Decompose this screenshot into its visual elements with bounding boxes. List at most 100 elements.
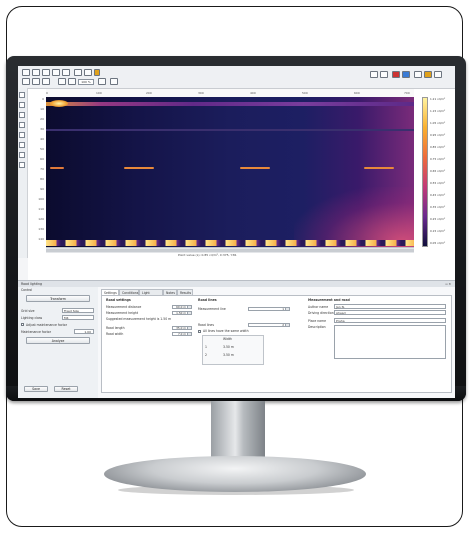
print-icon[interactable]	[42, 78, 50, 85]
info-title: Measurement and road	[308, 298, 350, 302]
colorbar-label: 1.05 cd/m²	[430, 121, 446, 125]
edit-icon[interactable]	[424, 71, 432, 78]
description-label: Description	[308, 325, 326, 329]
road-lines-count-input[interactable]: 2	[248, 322, 290, 327]
colorbar-label: 0.05 cd/m²	[430, 241, 446, 245]
y-tick: 50	[40, 147, 44, 151]
panel-title: Road lighting	[21, 282, 43, 286]
line-icon[interactable]	[19, 112, 25, 118]
scrollbar-thumb[interactable]	[46, 249, 414, 252]
measure-icon[interactable]	[19, 102, 25, 108]
x-tick: 400	[250, 91, 256, 95]
settings-panel: Settings Conditions Light sources Notes …	[98, 287, 455, 398]
tab-conditions[interactable]: Conditions	[119, 289, 139, 295]
layout-icon[interactable]	[414, 71, 422, 78]
monitor-stand-neck	[211, 401, 265, 465]
y-tick: 40	[40, 137, 44, 141]
x-tick: 700	[404, 91, 410, 95]
monitor-stand-base	[104, 456, 366, 492]
select-icon[interactable]	[19, 92, 25, 98]
open-file-icon[interactable]	[22, 78, 30, 85]
y-tick: 10	[40, 107, 44, 111]
place-name-input[interactable]: Praha	[334, 318, 446, 323]
point-icon[interactable]	[19, 132, 25, 138]
luminance-plot: 0 100 200 300 400 500 600 700 0 10 20 30…	[28, 89, 455, 280]
zoom-out-icon[interactable]	[58, 78, 66, 85]
settings-tab-body: Road settings Measurement distance 60.0 …	[101, 295, 452, 393]
grid-size-label: Grid size	[21, 309, 35, 313]
histogram-icon[interactable]	[19, 162, 25, 168]
place-name-label: Place name	[308, 319, 326, 323]
export-icon[interactable]	[402, 71, 410, 78]
maintenance-factor-label: Maintenance factor	[21, 330, 51, 334]
colorbar-label: 0.25 cd/m²	[430, 217, 446, 221]
pan-icon[interactable]	[110, 78, 118, 85]
polygon-tool-icon[interactable]	[52, 69, 60, 76]
ellipse-tool-icon[interactable]	[62, 69, 70, 76]
measurement-line-input[interactable]: 1	[248, 306, 290, 311]
colorbar-label: 0.75 cd/m²	[430, 157, 446, 161]
panel-close-icon[interactable]: ▫ ✕	[445, 282, 451, 286]
table-view-icon[interactable]	[380, 71, 388, 78]
y-tick: 70	[40, 167, 44, 171]
tab-notes[interactable]: Notes	[163, 289, 177, 295]
description-textarea[interactable]	[334, 325, 446, 359]
reset-button[interactable]: Reset	[54, 386, 78, 392]
zoom-in-icon[interactable]	[68, 78, 76, 85]
pen-icon[interactable]	[434, 71, 442, 78]
line-tool-icon[interactable]	[32, 69, 40, 76]
x-tick: 500	[302, 91, 308, 95]
driving-direction-input[interactable]: Ahead	[334, 310, 446, 315]
adjust-maintenance-label: Adjust maintenance factor	[26, 322, 67, 327]
tab-results[interactable]: Results	[177, 289, 193, 295]
palette-icon[interactable]	[392, 71, 400, 78]
lighting-class-label: Lighting class	[21, 316, 43, 320]
colorbar-label: 0.65 cd/m²	[430, 169, 446, 173]
same-width-checkbox[interactable]	[198, 329, 201, 333]
tab-settings[interactable]: Settings	[101, 289, 119, 295]
colorbar-label: 1.21 cd/m²	[430, 97, 446, 101]
maintenance-factor-input[interactable]: 1.00	[74, 329, 94, 334]
area-icon[interactable]	[19, 122, 25, 128]
measurement-height-input[interactable]: 1.50 m	[172, 310, 192, 315]
zoom-fit-icon[interactable]	[98, 78, 106, 85]
zoom-level-field[interactable]: 100 %	[78, 79, 94, 85]
road-width-input[interactable]: 7.0 m	[172, 331, 192, 336]
driving-direction-label: Driving direction	[308, 311, 334, 315]
lane-width-cell[interactable]: 3.50 m	[223, 353, 234, 357]
measurement-distance-input[interactable]: 60.0 m	[172, 304, 192, 309]
grid-tool-icon[interactable]	[74, 69, 82, 76]
main-toolbar: 100 %	[18, 66, 455, 89]
colorbar-label: 1.15 cd/m²	[430, 109, 446, 113]
grid-size-select[interactable]: Fixed Size	[62, 308, 94, 313]
pointer-tool-icon[interactable]	[22, 69, 30, 76]
grid-icon[interactable]	[19, 152, 25, 158]
lane-width-table[interactable]: Width 1 3.50 m 2 3.50 m	[202, 335, 264, 365]
text-icon[interactable]	[19, 142, 25, 148]
save-file-icon[interactable]	[32, 78, 40, 85]
luminance-heatmap[interactable]	[46, 97, 414, 247]
colorbar-label: 0.95 cd/m²	[430, 133, 446, 137]
tool-sidebar	[18, 88, 28, 258]
author-input[interactable]: Jan N.	[334, 304, 446, 309]
table-tool-icon[interactable]	[84, 69, 92, 76]
road-length-input[interactable]: 35.0 m	[172, 325, 192, 330]
y-tick: 30	[40, 127, 44, 131]
transform-button[interactable]: Transform	[26, 295, 90, 302]
lane-marking	[364, 167, 394, 169]
save-button[interactable]: Save	[24, 386, 48, 392]
road-length-label: Road length	[106, 326, 125, 330]
road-lighting-panel-header: Road lighting ▫ ✕	[18, 280, 455, 287]
plot-horizontal-scrollbar[interactable]	[46, 247, 414, 253]
highlight-tool-icon[interactable]	[94, 69, 100, 76]
x-tick: 300	[198, 91, 204, 95]
rectangle-tool-icon[interactable]	[42, 69, 50, 76]
lane-width-cell[interactable]: 3.50 m	[223, 345, 234, 349]
colorbar-label: 0.45 cd/m²	[430, 193, 446, 197]
chart-view-icon[interactable]	[370, 71, 378, 78]
adjust-maintenance-checkbox[interactable]	[21, 323, 24, 326]
lighting-class-select[interactable]: M4	[62, 315, 94, 320]
analyze-button[interactable]: Analyze	[26, 337, 90, 344]
control-panel: Control Transform Grid size Fixed Size L…	[18, 287, 99, 398]
y-tick: 80	[40, 177, 44, 181]
